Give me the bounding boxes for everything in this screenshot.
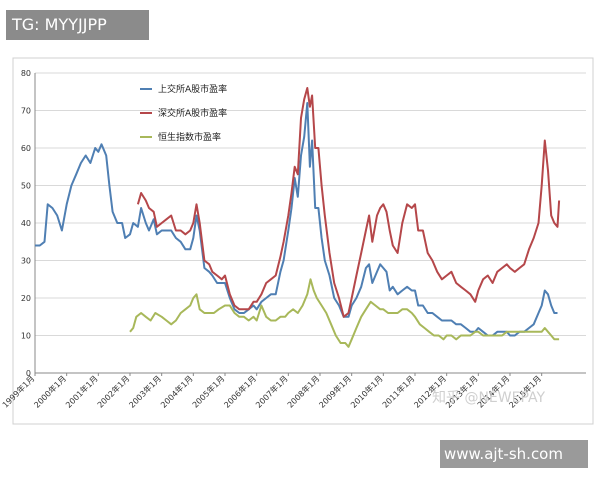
y-tick-labels: 0 10 20 30 40 50 60 70 80 [21,69,31,378]
y-tick-label: 80 [21,69,31,78]
series-lines [35,87,561,348]
series-line-1 [35,102,558,337]
axes [34,73,586,376]
y-tick-label: 30 [21,257,31,266]
legend-label-2: 深交所A股市盈率 [158,107,227,119]
legend-label-3: 恒生指数市盈率 [158,131,221,143]
legend-label-1: 上交所A股市盈率 [158,83,227,95]
series-line-2 [136,87,561,318]
y-tick-label: 60 [21,144,31,153]
y-tick-label: 70 [21,107,31,116]
center-watermark: 知乎 @NEWEPAY [432,389,545,406]
y-tick-label: 10 [21,332,31,341]
series-line-3 [129,278,560,348]
chart-frame [12,57,594,425]
top-watermark-banner: TG: MYYJJPP [6,10,149,40]
y-tick-label: 50 [21,182,31,191]
y-tick-label: 20 [21,294,31,303]
bottom-watermark-banner: www.ajt-sh.com [440,440,588,468]
y-tick-label: 0 [26,369,31,378]
y-tick-label: 40 [21,219,31,228]
